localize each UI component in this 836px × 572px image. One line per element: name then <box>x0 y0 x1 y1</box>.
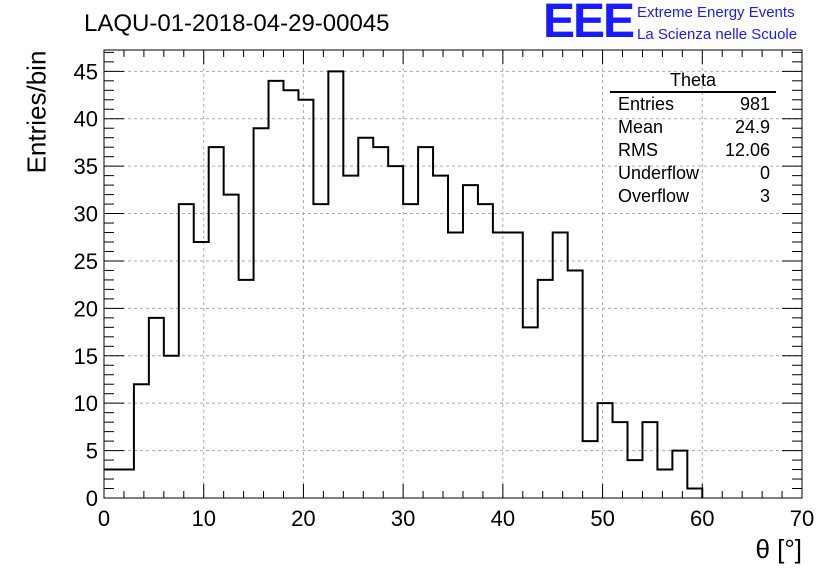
histogram-bin <box>149 318 164 498</box>
histogram-outline <box>104 70 704 498</box>
stats-value: 981 <box>739 94 770 114</box>
stats-row-entries: Entries 981 <box>610 93 776 116</box>
stats-row-mean: Mean 24.9 <box>610 116 776 139</box>
histogram-bin <box>194 242 209 498</box>
histogram-bin <box>209 147 224 498</box>
histogram-bin <box>523 327 538 498</box>
stats-label: Entries <box>618 94 675 114</box>
stats-title: Theta <box>610 70 776 93</box>
histogram-bin <box>254 128 269 498</box>
x-tick-label: 40 <box>491 506 515 531</box>
y-tick-label: 30 <box>74 202 98 227</box>
histogram-bin <box>418 147 433 498</box>
histogram-bin <box>478 204 493 498</box>
x-tick-label: 50 <box>590 506 614 531</box>
y-axis-title: Entries/bin <box>21 50 52 174</box>
stats-label: RMS <box>618 140 658 160</box>
y-tick-label: 20 <box>74 296 98 321</box>
histogram-bin <box>313 204 328 498</box>
histogram-bin <box>164 356 179 498</box>
grid-lines <box>104 50 802 498</box>
histogram-bin <box>538 280 553 498</box>
histogram-bin <box>283 90 298 498</box>
stats-label: Mean <box>618 117 664 137</box>
histogram-bin <box>642 422 657 498</box>
histogram-bin <box>343 176 358 498</box>
logo-line-1: Extreme Energy Events <box>637 4 795 21</box>
histogram-bin <box>672 451 687 498</box>
eee-logo: EEE Extreme Energy Events La Scienza nel… <box>543 0 833 48</box>
x-tick-label: 70 <box>790 506 814 531</box>
histogram-bin <box>657 470 672 498</box>
histogram-bin <box>568 270 583 498</box>
histogram-bin <box>269 81 284 498</box>
histogram-bin <box>388 166 403 498</box>
histogram-bin <box>508 233 523 498</box>
stats-value: 12.06 <box>724 140 770 160</box>
x-axis-title: θ [°] <box>755 534 802 564</box>
stats-value: 24.9 <box>734 117 770 137</box>
histogram-bin <box>358 138 373 498</box>
stats-value: 0 <box>759 163 770 183</box>
y-tick-label: 0 <box>86 486 98 511</box>
histogram-bin <box>104 470 119 498</box>
axis-ticks <box>103 50 803 499</box>
histogram-bin <box>433 176 448 498</box>
stats-row-underflow: Underflow 0 <box>610 162 776 185</box>
stats-value: 3 <box>759 186 770 206</box>
y-tick-label: 5 <box>86 439 98 464</box>
histogram-bin <box>239 280 254 498</box>
histogram-bin <box>613 422 628 498</box>
run-title: LAQU-01-2018-04-29-00045 <box>84 10 390 37</box>
stats-box: Theta Entries 981 Mean 24.9 RMS 12.06 Un… <box>610 70 776 208</box>
histogram-bin <box>687 489 702 498</box>
logo-line-2: La Scienza nelle Scuole <box>637 26 798 43</box>
y-tick-label: 10 <box>74 391 98 416</box>
histogram-bin <box>403 204 418 498</box>
histogram-bin <box>583 441 598 498</box>
x-tick-label: 10 <box>191 506 215 531</box>
y-tick-label: 35 <box>74 154 98 179</box>
y-tick-label: 40 <box>74 107 98 132</box>
histogram-bin <box>448 233 463 498</box>
y-tick-label: 25 <box>74 249 98 274</box>
x-tick-label: 30 <box>391 506 415 531</box>
histogram-bin <box>224 195 239 498</box>
stats-label: Underflow <box>618 163 700 183</box>
histogram-bin <box>628 460 643 498</box>
histogram-bin <box>298 100 313 498</box>
x-tick-label: 60 <box>690 506 714 531</box>
plot-frame <box>103 49 803 499</box>
x-tick-label: 20 <box>291 506 315 531</box>
y-tick-label: 15 <box>74 344 98 369</box>
histogram-bin <box>119 470 134 498</box>
stats-row-overflow: Overflow 3 <box>610 185 776 208</box>
histogram-bin <box>134 384 149 498</box>
histogram-bin <box>553 233 568 498</box>
stats-label: Overflow <box>618 186 690 206</box>
histogram-bin <box>493 233 508 498</box>
histogram-bin <box>373 147 388 498</box>
stats-row-rms: RMS 12.06 <box>610 139 776 162</box>
logo-mark: EEE <box>543 0 635 48</box>
histogram-bin <box>179 204 194 498</box>
y-tick-label: 45 <box>74 59 98 84</box>
x-tick-label: 0 <box>98 506 110 531</box>
histogram-bin <box>328 71 343 498</box>
